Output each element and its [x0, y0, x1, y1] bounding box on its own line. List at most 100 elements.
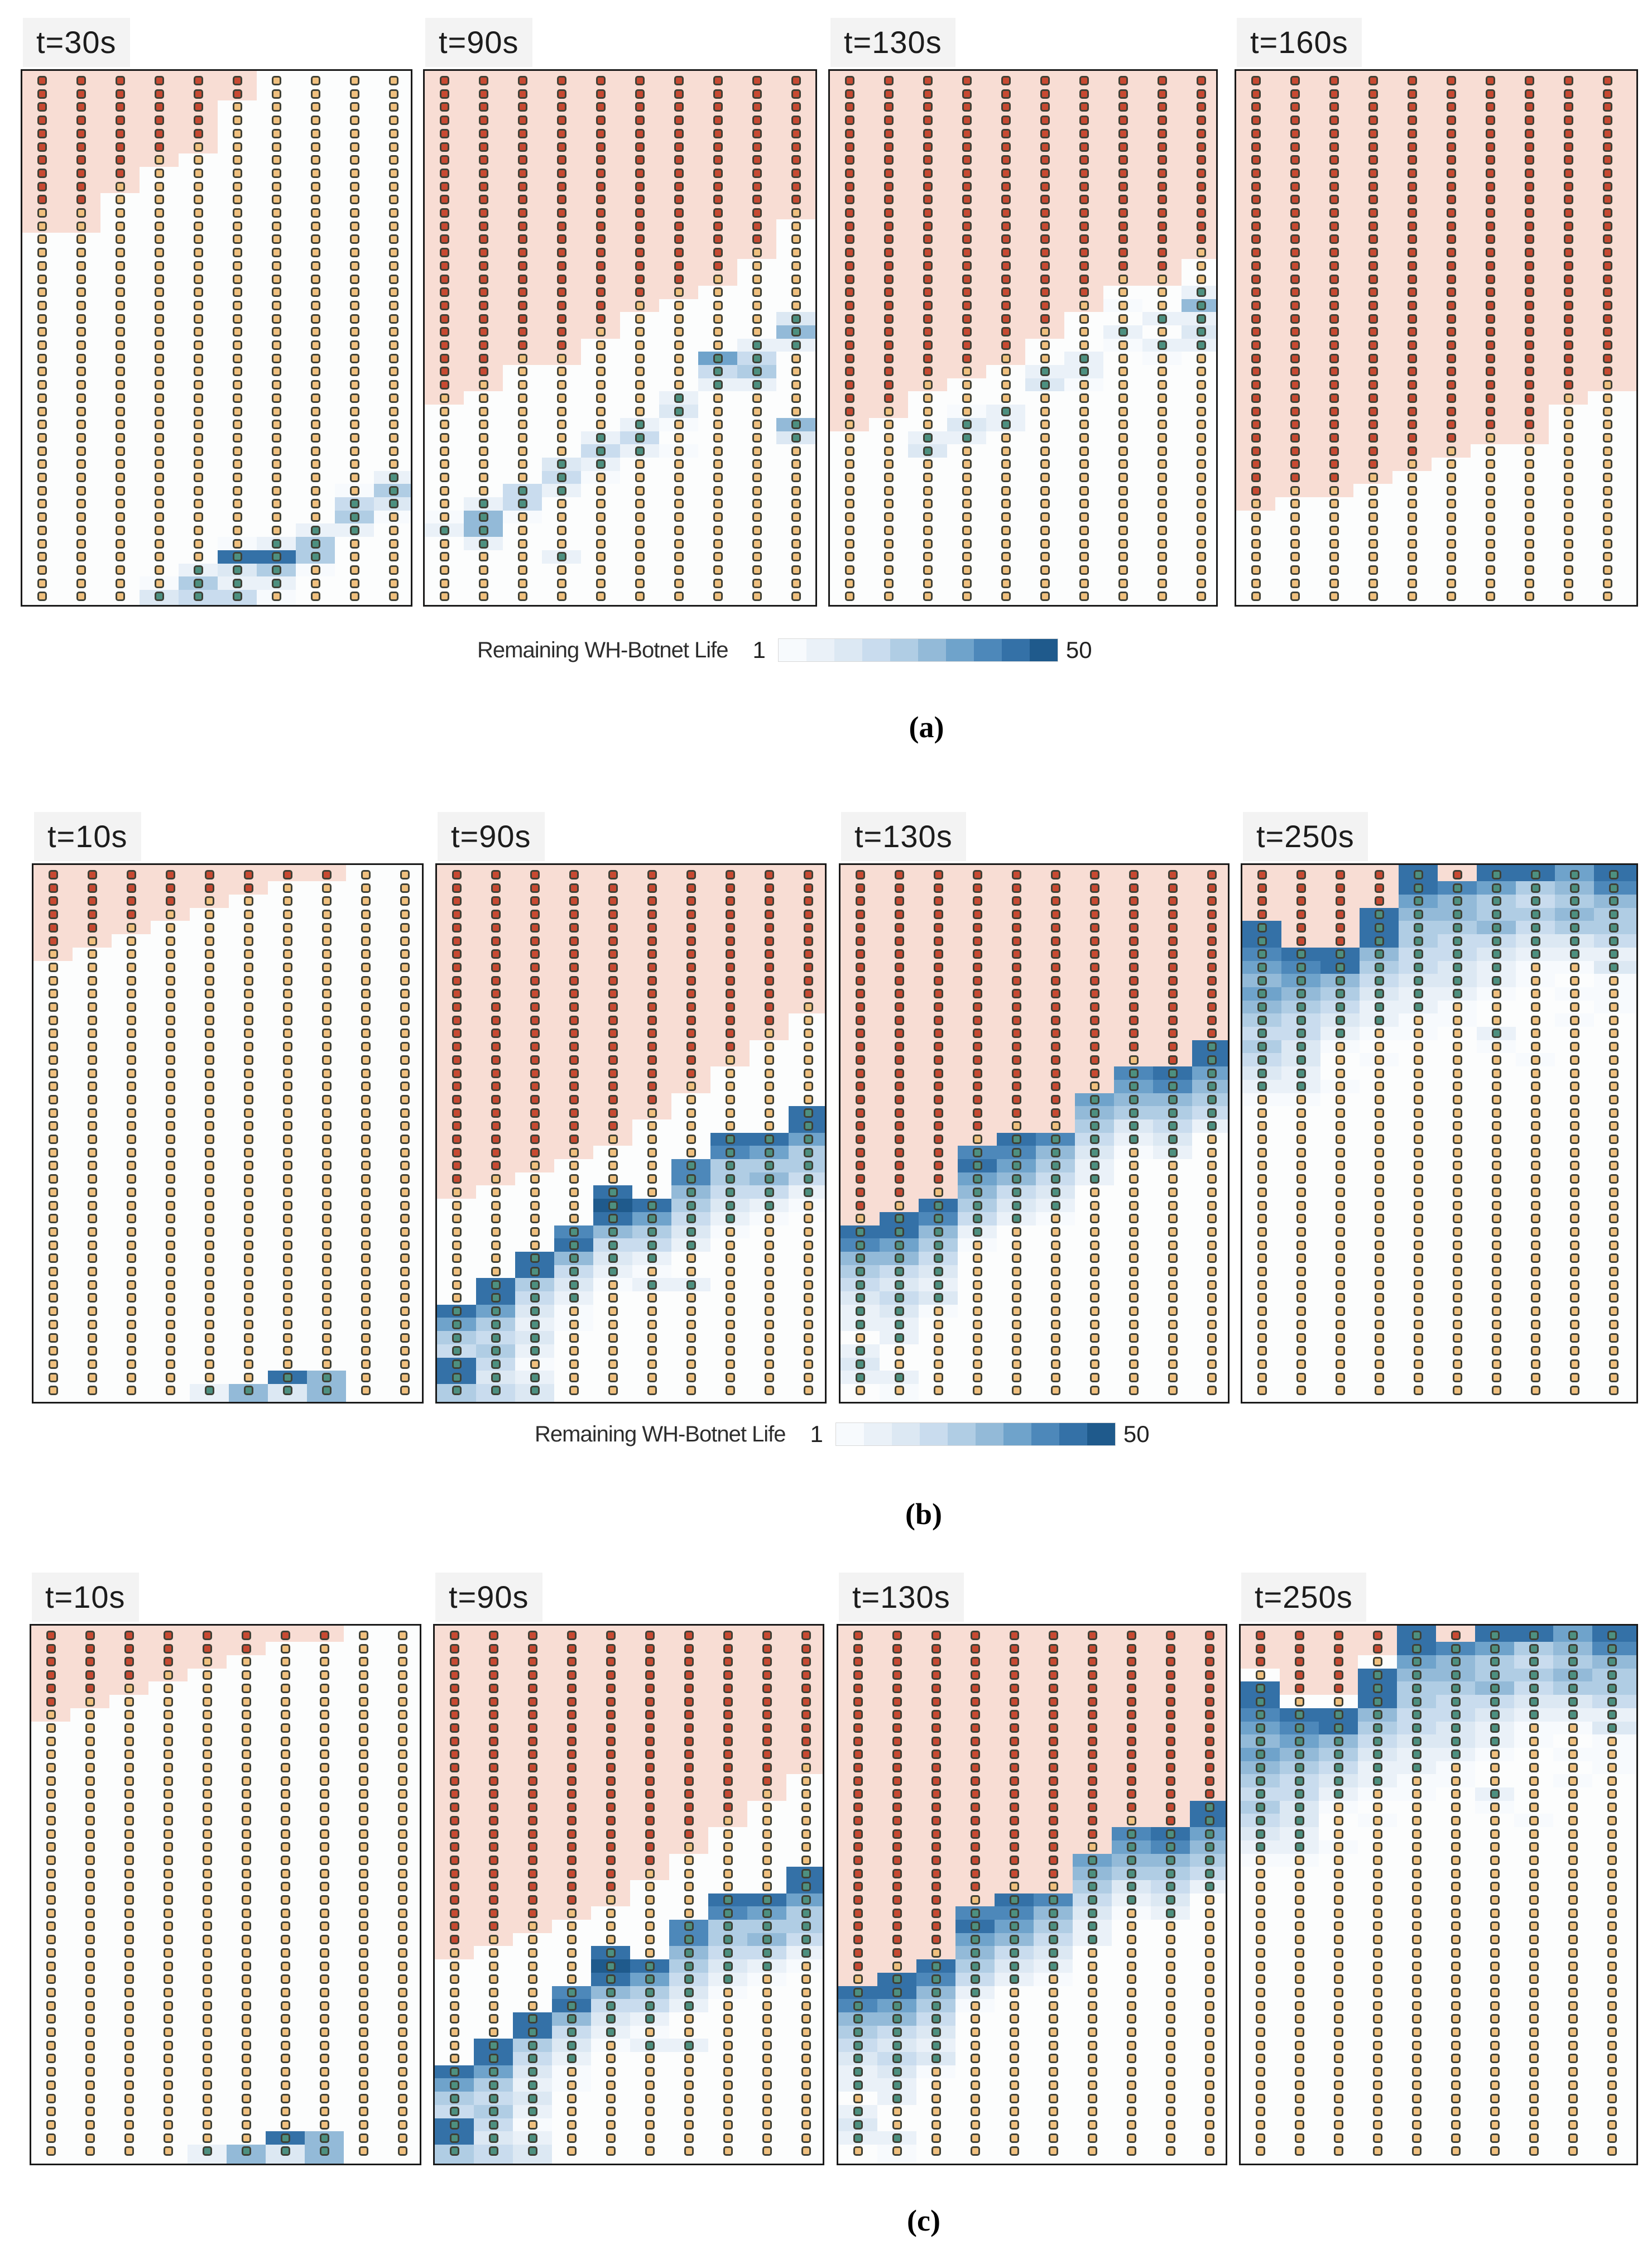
device-marker: [232, 393, 242, 403]
device-marker: [635, 314, 645, 324]
device-marker: [232, 578, 242, 588]
device-marker: [791, 512, 801, 522]
device-marker: [1407, 76, 1417, 85]
device-marker: [1290, 287, 1300, 297]
device-marker: [853, 1987, 863, 1997]
device-marker: [1491, 1082, 1501, 1092]
device-marker: [1079, 274, 1089, 284]
device-marker: [491, 936, 501, 946]
device-marker: [280, 2027, 290, 2037]
device-marker: [1168, 1029, 1178, 1039]
device-marker: [1196, 525, 1206, 535]
device-marker: [1087, 1895, 1097, 1905]
device-marker: [1128, 989, 1139, 999]
device-marker: [566, 2040, 577, 2050]
device-marker: [488, 1921, 498, 1931]
device-marker: [321, 922, 332, 933]
device-marker: [124, 1750, 134, 1760]
device-marker: [439, 473, 449, 482]
device-marker: [488, 1829, 498, 1839]
device-marker: [1608, 949, 1619, 959]
device-marker: [1011, 883, 1021, 893]
device-marker: [319, 1683, 329, 1693]
device-marker: [163, 2120, 173, 2130]
device-marker: [452, 1280, 462, 1290]
device-marker: [1168, 1346, 1178, 1356]
device-marker: [764, 1135, 774, 1144]
device-marker: [713, 367, 723, 377]
device-marker: [1608, 962, 1619, 972]
device-marker: [1196, 116, 1206, 126]
device-marker: [527, 2093, 537, 2103]
device-marker: [1157, 486, 1167, 496]
device-marker: [400, 1267, 410, 1276]
device-marker: [556, 486, 566, 496]
device-marker: [527, 1789, 537, 1799]
device-marker: [400, 1319, 410, 1329]
device-marker: [962, 142, 972, 152]
device-marker: [791, 142, 801, 152]
device-marker: [801, 2014, 811, 2024]
device-marker: [931, 1895, 941, 1905]
device-marker: [566, 1935, 577, 1945]
device-marker: [349, 181, 359, 191]
device-marker: [1118, 155, 1128, 165]
device-marker: [319, 2014, 329, 2024]
device-marker: [686, 1227, 696, 1237]
device-marker: [154, 406, 164, 416]
device-marker: [844, 300, 854, 310]
device-marker: [124, 2027, 134, 2037]
device-marker: [478, 102, 488, 112]
device-marker: [488, 2107, 498, 2117]
device-marker: [962, 552, 972, 562]
device-marker: [686, 870, 696, 880]
device-marker: [530, 1174, 540, 1184]
device-marker: [1524, 420, 1534, 430]
device-marker: [855, 975, 865, 986]
device-marker: [319, 1696, 329, 1707]
device-marker: [232, 552, 242, 562]
device-marker: [853, 2146, 863, 2156]
device-marker: [439, 578, 449, 588]
device-marker: [1491, 1346, 1501, 1356]
device-marker: [400, 1306, 410, 1316]
device-marker: [358, 1670, 368, 1680]
device-marker: [310, 565, 320, 575]
device-marker: [647, 1386, 657, 1396]
device-marker: [674, 261, 684, 271]
device-marker: [725, 1055, 735, 1065]
device-marker: [388, 565, 398, 575]
colorbar-segment: [1029, 639, 1058, 661]
device-marker: [358, 2133, 368, 2143]
device-marker: [154, 512, 164, 522]
device-marker: [232, 432, 242, 443]
device-marker: [713, 525, 723, 535]
device-marker: [1157, 221, 1167, 231]
device-marker: [488, 1710, 498, 1720]
device-marker: [1196, 459, 1206, 469]
device-marker: [1329, 195, 1339, 205]
device-marker: [37, 406, 47, 416]
device-marker: [647, 1082, 657, 1092]
device-marker: [686, 962, 696, 972]
device-marker: [556, 102, 566, 112]
device-marker: [1491, 1002, 1501, 1012]
device-marker: [556, 459, 566, 469]
device-marker: [686, 989, 696, 999]
device-marker: [569, 1121, 579, 1131]
device-marker: [803, 1386, 813, 1396]
device-marker: [204, 1055, 214, 1065]
device-marker: [855, 870, 865, 880]
device-marker: [674, 327, 684, 337]
device-marker: [1485, 155, 1495, 165]
device-marker: [791, 486, 801, 496]
device-marker: [321, 936, 332, 946]
device-marker: [1040, 195, 1050, 205]
device-marker: [1485, 552, 1495, 562]
device-marker: [883, 102, 894, 112]
device-marker: [1296, 1147, 1306, 1157]
device-marker: [193, 525, 203, 535]
device-marker: [124, 1948, 134, 1958]
device-marker: [202, 1868, 212, 1878]
device-marker: [1413, 936, 1423, 946]
